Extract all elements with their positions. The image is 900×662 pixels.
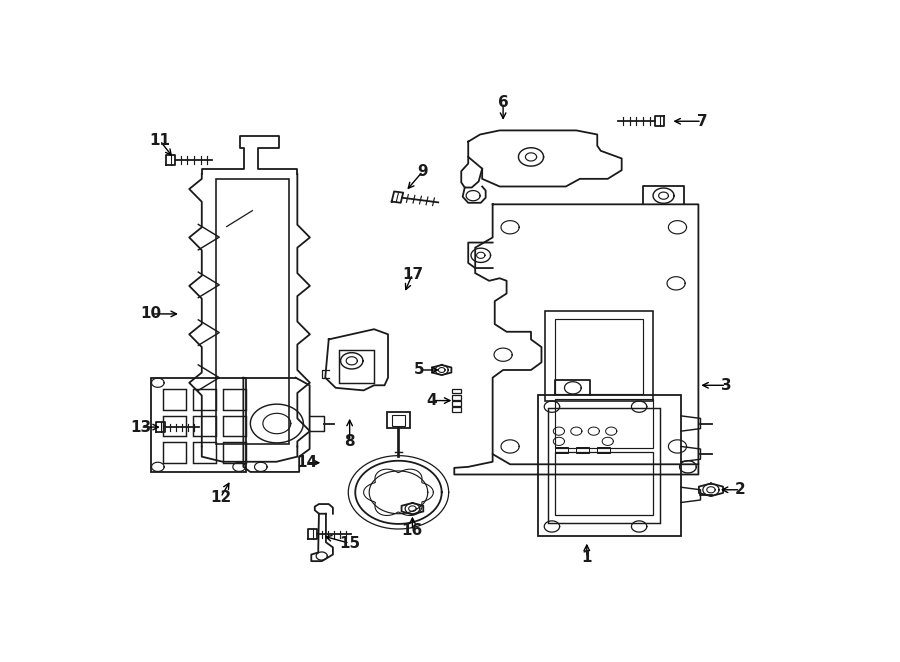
Bar xyxy=(164,389,186,410)
Text: 14: 14 xyxy=(296,455,317,470)
Text: 3: 3 xyxy=(721,378,732,393)
Bar xyxy=(555,452,653,515)
Bar xyxy=(223,389,247,410)
Bar xyxy=(452,401,461,406)
Bar xyxy=(548,408,660,523)
Text: 2: 2 xyxy=(735,483,745,497)
Bar xyxy=(538,395,681,536)
Text: 5: 5 xyxy=(414,363,425,377)
Bar xyxy=(452,407,461,412)
Text: 4: 4 xyxy=(427,393,437,408)
Bar xyxy=(392,415,405,426)
Text: 7: 7 xyxy=(697,114,707,128)
Bar xyxy=(223,442,247,463)
Bar xyxy=(339,350,374,383)
Text: 11: 11 xyxy=(149,133,170,148)
Bar xyxy=(151,377,246,472)
Bar xyxy=(387,412,410,428)
Bar xyxy=(223,416,247,436)
Bar xyxy=(194,416,216,436)
Text: 12: 12 xyxy=(210,490,231,505)
Text: 16: 16 xyxy=(401,523,423,538)
Bar xyxy=(545,311,653,401)
Bar xyxy=(452,395,461,400)
Bar xyxy=(452,389,461,393)
Bar xyxy=(164,442,186,463)
Bar xyxy=(194,442,216,463)
Bar xyxy=(576,448,589,453)
Bar xyxy=(555,318,643,394)
Text: 13: 13 xyxy=(130,420,151,434)
Bar xyxy=(555,448,568,453)
Text: 10: 10 xyxy=(140,307,161,322)
Text: 9: 9 xyxy=(418,164,428,179)
Text: 17: 17 xyxy=(402,267,423,281)
Text: 8: 8 xyxy=(345,434,355,449)
Bar xyxy=(555,399,653,448)
Text: 6: 6 xyxy=(498,95,508,110)
Text: 1: 1 xyxy=(581,550,592,565)
Text: 15: 15 xyxy=(339,536,360,551)
Bar xyxy=(216,179,289,444)
Bar xyxy=(164,416,186,436)
Bar xyxy=(194,389,216,410)
Bar xyxy=(598,448,610,453)
